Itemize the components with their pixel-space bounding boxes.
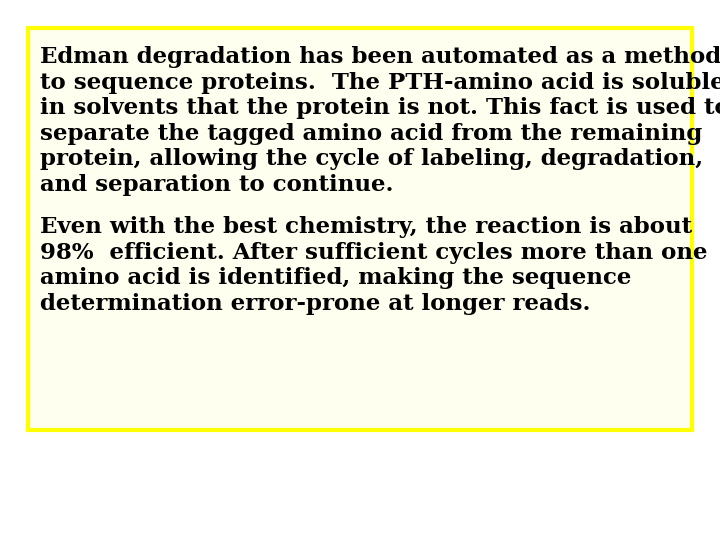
Text: in solvents that the protein is not. This fact is used to: in solvents that the protein is not. Thi… (40, 97, 720, 119)
Text: separate the tagged amino acid from the remaining: separate the tagged amino acid from the … (40, 123, 702, 145)
Text: Even with the best chemistry, the reaction is about: Even with the best chemistry, the reacti… (40, 216, 692, 238)
Text: to sequence proteins.  The PTH-amino acid is soluble: to sequence proteins. The PTH-amino acid… (40, 72, 720, 93)
Text: determination error-prone at longer reads.: determination error-prone at longer read… (40, 293, 590, 315)
Text: and separation to continue.: and separation to continue. (40, 174, 394, 196)
FancyBboxPatch shape (28, 28, 692, 430)
Text: amino acid is identified, making the sequence: amino acid is identified, making the seq… (40, 267, 631, 289)
Text: Edman degradation has been automated as a method: Edman degradation has been automated as … (40, 46, 720, 68)
Text: 98%  efficient. After sufficient cycles more than one: 98% efficient. After sufficient cycles m… (40, 241, 708, 264)
Text: protein, allowing the cycle of labeling, degradation,: protein, allowing the cycle of labeling,… (40, 148, 703, 170)
